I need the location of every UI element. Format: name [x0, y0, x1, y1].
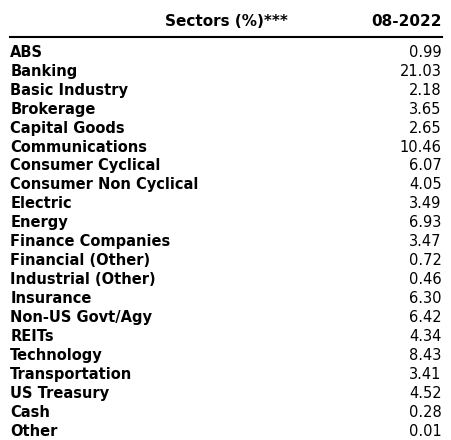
- Text: 3.49: 3.49: [408, 196, 441, 211]
- Text: Technology: Technology: [10, 348, 103, 363]
- Text: 4.52: 4.52: [408, 386, 441, 401]
- Text: Energy: Energy: [10, 215, 68, 231]
- Text: REITs: REITs: [10, 329, 54, 344]
- Text: 3.41: 3.41: [408, 367, 441, 382]
- Text: Non-US Govt/Agy: Non-US Govt/Agy: [10, 310, 152, 325]
- Text: Consumer Non Cyclical: Consumer Non Cyclical: [10, 177, 198, 192]
- Text: 6.93: 6.93: [408, 215, 441, 231]
- Text: 2.65: 2.65: [408, 121, 441, 136]
- Text: US Treasury: US Treasury: [10, 386, 109, 401]
- Text: 6.07: 6.07: [408, 158, 441, 173]
- Text: 08-2022: 08-2022: [370, 14, 441, 29]
- Text: Insurance: Insurance: [10, 291, 92, 306]
- Text: Electric: Electric: [10, 196, 72, 211]
- Text: 0.99: 0.99: [408, 45, 441, 60]
- Text: 2.18: 2.18: [408, 83, 441, 98]
- Text: Financial (Other): Financial (Other): [10, 253, 150, 268]
- Text: 6.42: 6.42: [408, 310, 441, 325]
- Text: 0.01: 0.01: [408, 424, 441, 439]
- Text: 6.30: 6.30: [408, 291, 441, 306]
- Text: Banking: Banking: [10, 64, 78, 79]
- Text: Basic Industry: Basic Industry: [10, 83, 128, 98]
- Text: Capital Goods: Capital Goods: [10, 121, 125, 136]
- Text: Consumer Cyclical: Consumer Cyclical: [10, 158, 161, 173]
- Text: 4.34: 4.34: [408, 329, 441, 344]
- Text: Other: Other: [10, 424, 58, 439]
- Text: Communications: Communications: [10, 139, 147, 154]
- Text: Transportation: Transportation: [10, 367, 132, 382]
- Text: Cash: Cash: [10, 405, 50, 420]
- Text: Industrial (Other): Industrial (Other): [10, 272, 156, 287]
- Text: 3.47: 3.47: [408, 235, 441, 249]
- Text: Sectors (%)***: Sectors (%)***: [164, 14, 287, 29]
- Text: ABS: ABS: [10, 45, 43, 60]
- Text: 10.46: 10.46: [399, 139, 441, 154]
- Text: 0.28: 0.28: [408, 405, 441, 420]
- Text: 21.03: 21.03: [399, 64, 441, 79]
- Text: 4.05: 4.05: [408, 177, 441, 192]
- Text: 0.72: 0.72: [408, 253, 441, 268]
- Text: 0.46: 0.46: [408, 272, 441, 287]
- Text: 3.65: 3.65: [408, 102, 441, 117]
- Text: Finance Companies: Finance Companies: [10, 235, 170, 249]
- Text: Brokerage: Brokerage: [10, 102, 96, 117]
- Text: 8.43: 8.43: [408, 348, 441, 363]
